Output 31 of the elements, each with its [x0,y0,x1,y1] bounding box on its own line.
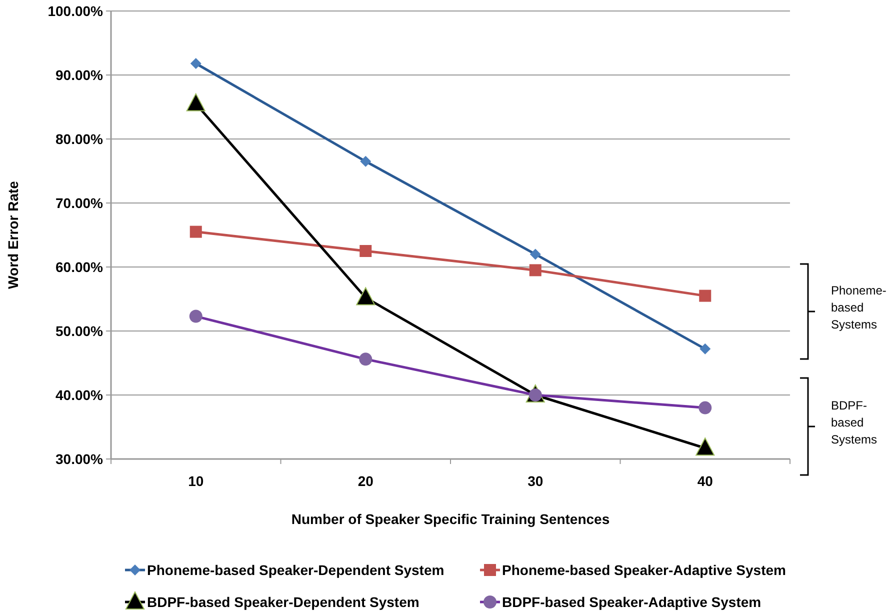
text: Phoneme-based Systems [831,284,886,332]
point [360,156,372,167]
point [696,438,715,456]
legend-label: BDPF-based Speaker-Dependent System [147,594,420,610]
x-tick-label: 20 [358,473,374,489]
y-tick-label: 100.00% [48,2,104,19]
x-tick-label: 10 [188,473,204,489]
point [360,245,372,257]
legend-label: Phoneme-based Speaker-Dependent System [147,562,444,578]
y-tick-label: 50.00% [56,322,104,339]
point [356,287,376,306]
y-tick-label: 90.00% [56,66,104,83]
text: BDPF-based Systems [831,398,878,446]
y-tick-label: 30.00% [56,450,104,467]
x-axis-title: Number of Speaker Specific Training Sentences [291,511,610,527]
point [190,58,202,69]
legend-label: Phoneme-based Speaker-Adaptive System [502,562,786,578]
y-tick-label: 60.00% [56,258,104,275]
legend-label: BDPF-based Speaker-Adaptive System [502,594,762,610]
x-tick-label: 40 [697,473,714,489]
y-tick-label: 70.00% [56,194,104,211]
point [530,248,541,260]
point [700,343,711,354]
point [529,264,542,276]
point [699,290,712,302]
point [190,226,202,238]
point [186,93,206,112]
y-axis-title: Word Error Rate [5,180,21,289]
y-tick-label: 40.00% [56,386,104,403]
x-tick-label: 30 [528,473,544,489]
y-tick-label: 80.00% [56,130,104,147]
